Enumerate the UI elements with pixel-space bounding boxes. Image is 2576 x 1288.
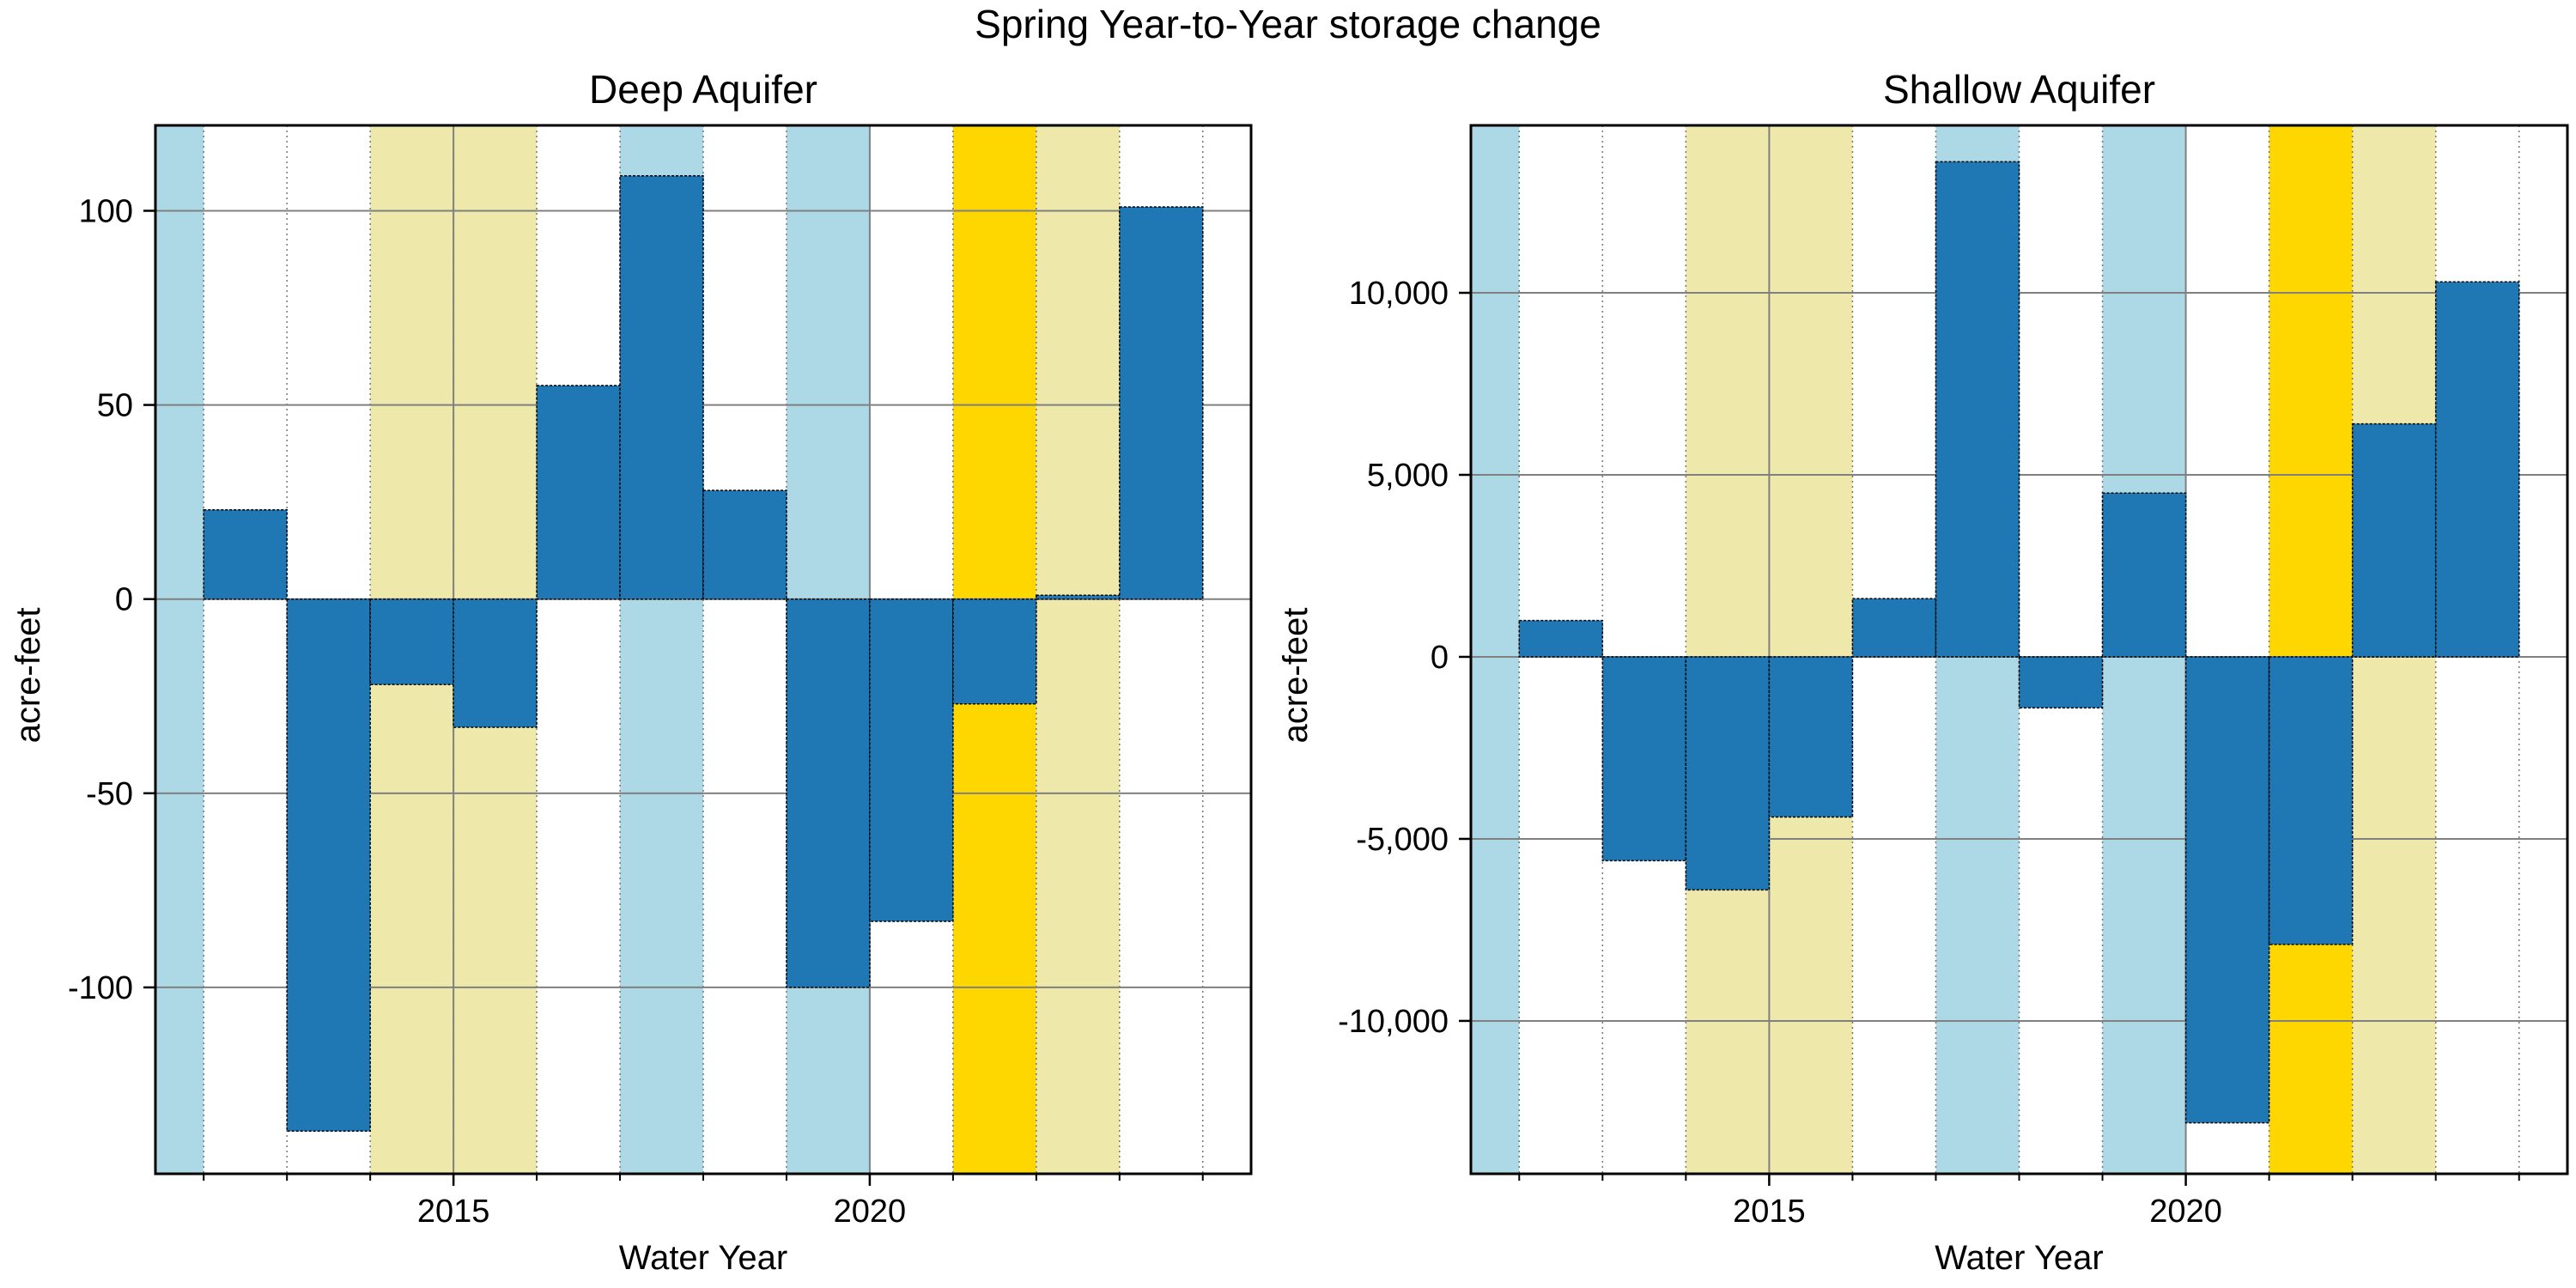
shallow-aquifer-y-tick-label: 0 (1431, 640, 1449, 676)
shallow-aquifer-critical-year-band-5 (2269, 125, 2353, 1174)
deep-aquifer-bar-2015 (453, 598, 538, 728)
shallow-aquifer-x-axis-label: Water Year (1935, 1239, 2103, 1277)
deep-aquifer-bar-2020 (869, 598, 954, 922)
deep-aquifer-bar-2016 (536, 385, 621, 600)
deep-aquifer-y-axis-label: acre-feet (9, 608, 47, 744)
shallow-aquifer-bar-2021 (2268, 656, 2354, 945)
shallow-aquifer-y-tick-label: 5,000 (1367, 458, 1449, 494)
deep-aquifer-plot-area (155, 125, 1251, 1174)
shallow-aquifer-dry-year-band-1 (1686, 125, 1770, 1174)
deep-aquifer-x-tick-label: 2020 (834, 1194, 907, 1230)
deep-aquifer-bar-2021 (952, 598, 1037, 705)
deep-aquifer-bar-2014 (369, 598, 454, 685)
shallow-aquifer-bar-2018 (2018, 656, 2104, 709)
shallow-aquifer-bar-2013 (1601, 656, 1687, 862)
deep-aquifer-bar-2012 (203, 508, 288, 600)
shallow-aquifer-y-axis-label: acre-feet (1277, 608, 1315, 744)
deep-aquifer-bar-2023 (1119, 206, 1204, 600)
shallow-aquifer-bar-2020 (2184, 656, 2270, 1124)
deep-aquifer-bar-2018 (702, 489, 787, 600)
deep-aquifer-title: Deep Aquifer (589, 67, 817, 112)
deep-aquifer-panel: 2015 2020 100 50 0 -50 -100 Deep Aquifer Water Y… (9, 67, 1253, 1277)
deep-aquifer-y-tick-label: -50 (86, 776, 133, 812)
shallow-aquifer-bar-2015 (1768, 656, 1854, 818)
shallow-aquifer-bar-2016 (1851, 598, 1937, 658)
shallow-aquifer-bar-2012 (1518, 619, 1604, 658)
shallow-aquifer-x-tick-label: 2020 (2149, 1194, 2222, 1230)
shallow-aquifer-wet-year-band-0 (1471, 125, 1520, 1174)
deep-aquifer-x-tick-label: 2015 (417, 1194, 490, 1230)
shallow-aquifer-dry-year-band-2 (1769, 125, 1853, 1174)
deep-aquifer-y-tick-label: 50 (97, 388, 133, 424)
deep-aquifer-bar-2022 (1036, 594, 1121, 600)
shallow-aquifer-bar-2019 (2101, 492, 2187, 658)
shallow-aquifer-title: Shallow Aquifer (1883, 67, 2155, 112)
figure-title: Spring Year-to-Year storage change (975, 2, 1601, 46)
deep-aquifer-dry-year-band-6 (1036, 125, 1120, 1174)
deep-aquifer-y-tick-label: -100 (68, 970, 133, 1006)
shallow-aquifer-bar-2023 (2434, 281, 2520, 658)
deep-aquifer-y-tick-label: 100 (79, 193, 133, 229)
shallow-aquifer-y-tick-label: -10,000 (1338, 1004, 1449, 1040)
deep-aquifer-x-axis-label: Water Year (619, 1239, 787, 1277)
shallow-aquifer-plot-area (1471, 125, 2567, 1174)
shallow-aquifer-bar-2017 (1935, 161, 2020, 658)
shallow-aquifer-x-tick-label: 2015 (1733, 1194, 1806, 1230)
deep-aquifer-y-tick-label: 0 (115, 582, 133, 618)
shallow-aquifer-y-tick-label: -5,000 (1356, 822, 1449, 858)
deep-aquifer-bar-2013 (286, 598, 371, 1133)
deep-aquifer-wet-year-band-0 (155, 125, 204, 1174)
deep-aquifer-bar-2017 (619, 175, 704, 600)
shallow-aquifer-panel: 2015 2020 10,000 5,000 0 -5,000 -10,000 Shallow… (1277, 67, 2569, 1277)
shallow-aquifer-bar-2014 (1685, 656, 1771, 891)
deep-aquifer-bar-2019 (786, 598, 871, 988)
shallow-aquifer-y-tick-label: 10,000 (1349, 276, 1449, 312)
shallow-aquifer-bar-2022 (2351, 422, 2437, 658)
